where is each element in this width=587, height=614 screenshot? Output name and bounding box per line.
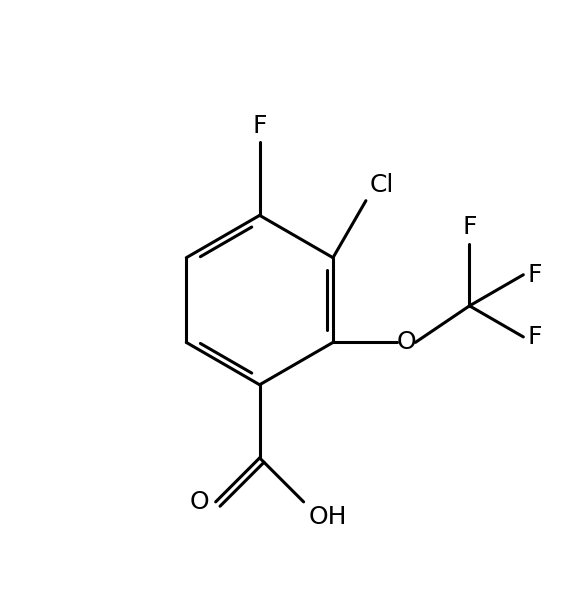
Text: F: F xyxy=(528,263,542,287)
Text: O: O xyxy=(190,490,210,514)
Text: F: F xyxy=(462,215,477,239)
Text: O: O xyxy=(396,330,416,354)
Text: OH: OH xyxy=(308,505,347,529)
Text: F: F xyxy=(528,325,542,349)
Text: Cl: Cl xyxy=(370,173,394,197)
Text: F: F xyxy=(252,114,267,138)
